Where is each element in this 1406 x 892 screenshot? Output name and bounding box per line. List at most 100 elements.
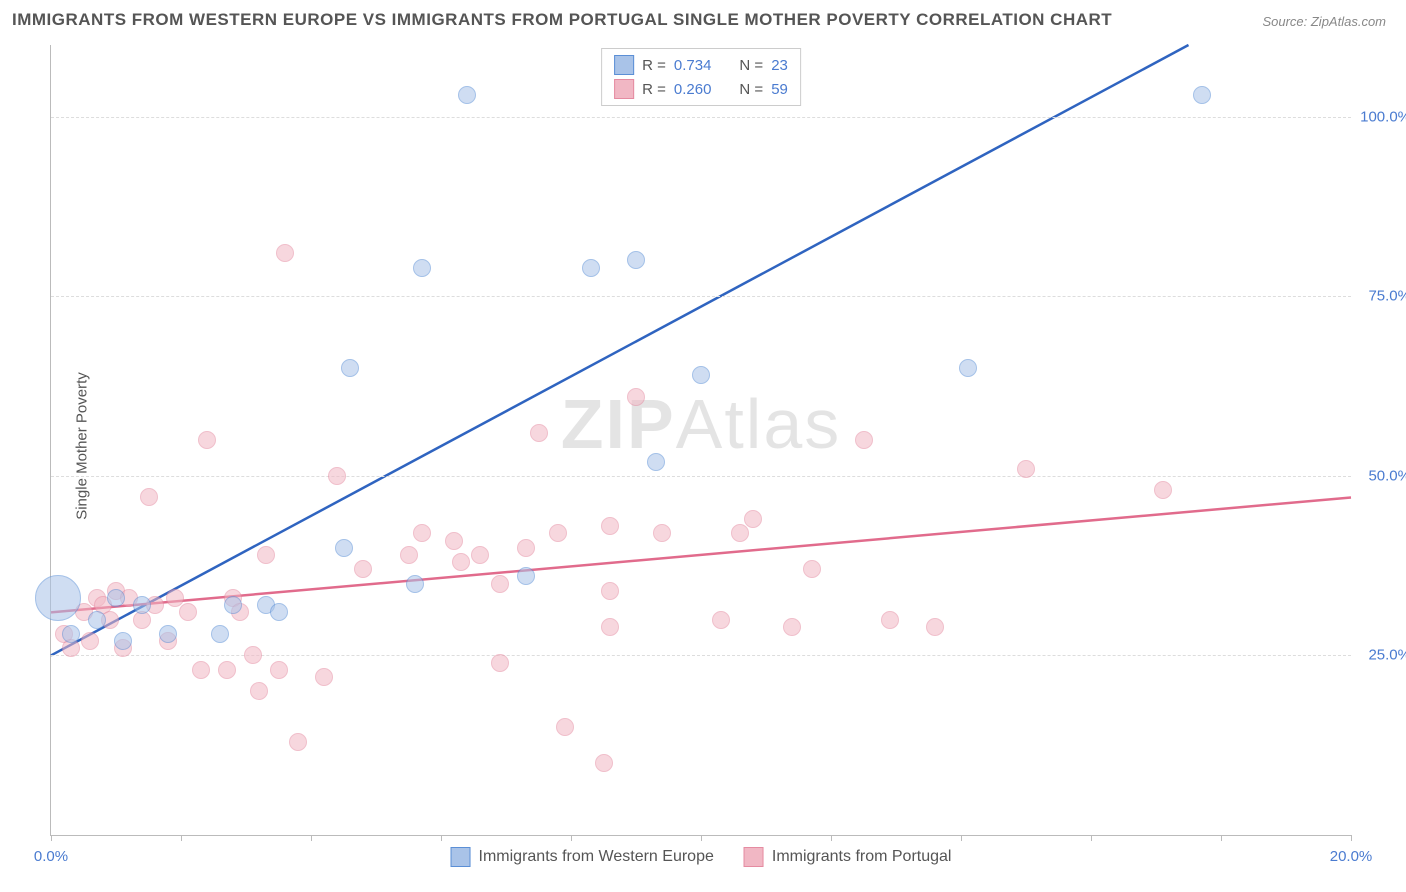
x-tick <box>571 835 572 841</box>
scatter-point-portugal <box>491 654 509 672</box>
scatter-point-portugal <box>198 431 216 449</box>
scatter-point-portugal <box>276 244 294 262</box>
scatter-point-portugal <box>556 718 574 736</box>
y-tick-label: 75.0% <box>1368 288 1406 305</box>
legend-n-prefix: N = <box>739 57 763 74</box>
y-tick-label: 25.0% <box>1368 647 1406 664</box>
scatter-point-portugal <box>530 424 548 442</box>
scatter-point-western_europe <box>35 575 81 621</box>
scatter-point-portugal <box>257 546 275 564</box>
scatter-point-portugal <box>250 682 268 700</box>
legend-r-value-pt: 0.260 <box>674 81 712 98</box>
plot-area: ZIPAtlas R = 0.734 N = 23 R = 0.260 N = … <box>50 45 1351 836</box>
scatter-point-western_europe <box>647 453 665 471</box>
x-tick-label-right: 20.0% <box>1330 848 1373 865</box>
scatter-point-portugal <box>783 618 801 636</box>
scatter-point-western_europe <box>517 567 535 585</box>
scatter-point-western_europe <box>88 611 106 629</box>
scatter-point-western_europe <box>627 251 645 269</box>
scatter-point-western_europe <box>62 625 80 643</box>
scatter-point-western_europe <box>107 589 125 607</box>
legend-r-prefix: R = <box>642 81 666 98</box>
scatter-point-western_europe <box>159 625 177 643</box>
scatter-point-portugal <box>445 532 463 550</box>
series-label-we: Immigrants from Western Europe <box>479 848 714 866</box>
scatter-point-portugal <box>595 754 613 772</box>
x-tick <box>311 835 312 841</box>
y-tick-label: 100.0% <box>1360 108 1406 125</box>
x-tick <box>961 835 962 841</box>
scatter-point-portugal <box>400 546 418 564</box>
legend-row-portugal: R = 0.260 N = 59 <box>614 77 788 101</box>
x-tick <box>51 835 52 841</box>
scatter-point-portugal <box>315 668 333 686</box>
scatter-point-portugal <box>601 618 619 636</box>
scatter-point-western_europe <box>413 259 431 277</box>
x-tick <box>181 835 182 841</box>
scatter-point-portugal <box>452 553 470 571</box>
scatter-point-portugal <box>627 388 645 406</box>
scatter-point-portugal <box>354 560 372 578</box>
scatter-point-portugal <box>926 618 944 636</box>
scatter-point-western_europe <box>211 625 229 643</box>
series-label-pt: Immigrants from Portugal <box>772 848 952 866</box>
scatter-point-portugal <box>712 611 730 629</box>
legend-r-prefix: R = <box>642 57 666 74</box>
scatter-point-portugal <box>549 524 567 542</box>
scatter-point-western_europe <box>270 603 288 621</box>
scatter-point-portugal <box>179 603 197 621</box>
trend-line-western_europe <box>51 45 1189 655</box>
legend-n-value-pt: 59 <box>771 81 788 98</box>
x-tick <box>831 835 832 841</box>
series-legend: Immigrants from Western Europe Immigrant… <box>451 847 952 867</box>
x-tick <box>701 835 702 841</box>
x-tick <box>1091 835 1092 841</box>
scatter-point-portugal <box>653 524 671 542</box>
scatter-point-western_europe <box>224 596 242 614</box>
legend-r-value-we: 0.734 <box>674 57 712 74</box>
scatter-point-portugal <box>166 589 184 607</box>
legend-row-western-europe: R = 0.734 N = 23 <box>614 53 788 77</box>
scatter-point-western_europe <box>692 366 710 384</box>
scatter-point-western_europe <box>335 539 353 557</box>
scatter-point-western_europe <box>133 596 151 614</box>
scatter-point-portugal <box>192 661 210 679</box>
scatter-point-western_europe <box>406 575 424 593</box>
scatter-point-portugal <box>601 582 619 600</box>
legend-swatch-portugal <box>614 79 634 99</box>
series-legend-item-we: Immigrants from Western Europe <box>451 847 714 867</box>
chart-title: IMMIGRANTS FROM WESTERN EUROPE VS IMMIGR… <box>12 10 1112 30</box>
legend-n-value-we: 23 <box>771 57 788 74</box>
scatter-point-portugal <box>881 611 899 629</box>
scatter-point-portugal <box>413 524 431 542</box>
chart-container: IMMIGRANTS FROM WESTERN EUROPE VS IMMIGR… <box>0 0 1406 892</box>
source-attribution: Source: ZipAtlas.com <box>1262 14 1386 29</box>
series-swatch-we <box>451 847 471 867</box>
scatter-point-portugal <box>491 575 509 593</box>
x-tick-label-left: 0.0% <box>34 848 68 865</box>
scatter-point-portugal <box>855 431 873 449</box>
scatter-point-western_europe <box>458 86 476 104</box>
scatter-point-western_europe <box>1193 86 1211 104</box>
series-swatch-pt <box>744 847 764 867</box>
scatter-point-western_europe <box>582 259 600 277</box>
scatter-point-portugal <box>744 510 762 528</box>
y-tick-label: 50.0% <box>1368 467 1406 484</box>
scatter-point-portugal <box>140 488 158 506</box>
trend-line-portugal <box>51 497 1351 612</box>
gridline-h <box>51 296 1351 297</box>
scatter-point-portugal <box>328 467 346 485</box>
scatter-point-western_europe <box>341 359 359 377</box>
x-tick <box>1221 835 1222 841</box>
scatter-point-portugal <box>803 560 821 578</box>
scatter-point-portugal <box>270 661 288 679</box>
gridline-h <box>51 476 1351 477</box>
scatter-point-portugal <box>218 661 236 679</box>
scatter-point-portugal <box>601 517 619 535</box>
legend-n-prefix: N = <box>739 81 763 98</box>
scatter-point-western_europe <box>114 632 132 650</box>
correlation-legend: R = 0.734 N = 23 R = 0.260 N = 59 <box>601 48 801 106</box>
x-tick <box>1351 835 1352 841</box>
trend-lines-svg <box>51 45 1351 835</box>
scatter-point-portugal <box>1017 460 1035 478</box>
